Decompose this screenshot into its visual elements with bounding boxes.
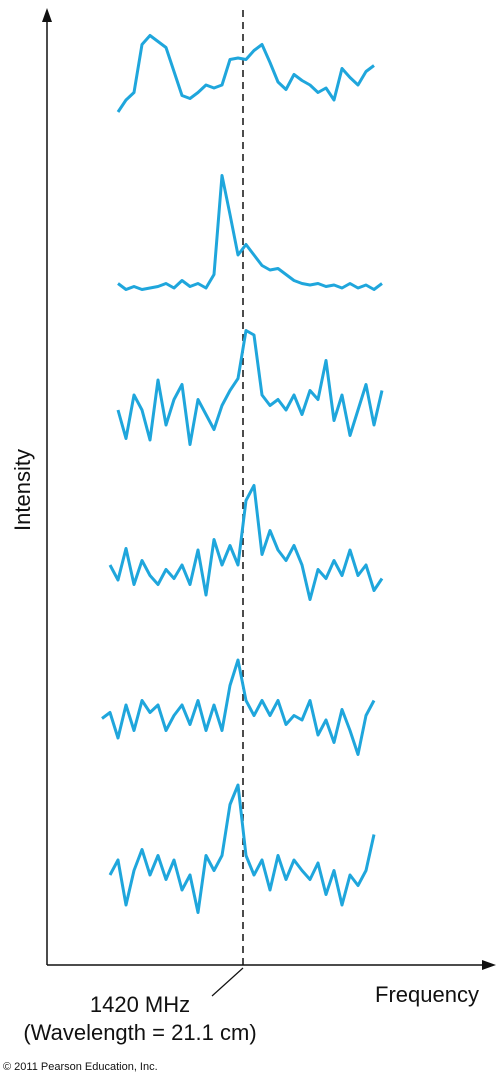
leader-line (211, 967, 244, 997)
spectrum-line (101, 658, 376, 756)
marker-label: 1420 MHz (90, 992, 190, 1017)
x-axis-arrow (482, 960, 496, 970)
spectrum-line (108, 484, 384, 601)
spectrum-line (116, 34, 375, 113)
x-axis-label: Frequency (375, 982, 479, 1007)
y-axis-arrow (42, 8, 52, 22)
credit: © 2011 Pearson Education, Inc. (3, 1061, 158, 1073)
spectrum-line (116, 329, 384, 446)
y-axis-label: Intensity (10, 449, 35, 531)
spectrum-line (117, 174, 383, 291)
spectrum-line (108, 783, 376, 914)
marker-label: (Wavelength = 21.1 cm) (23, 1020, 256, 1045)
